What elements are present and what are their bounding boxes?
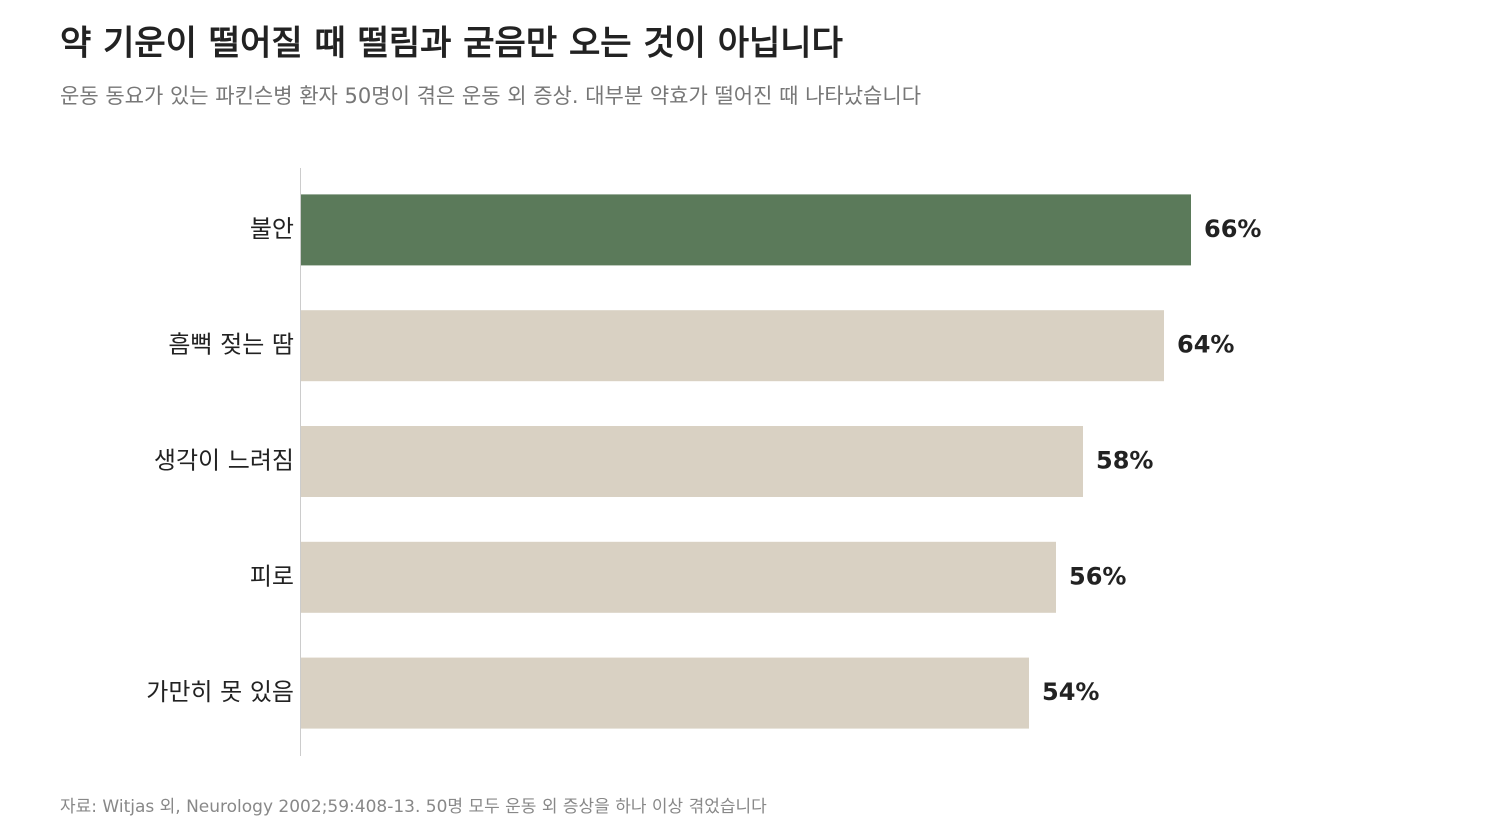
value-label: 66% [1204, 215, 1261, 243]
value-label: 54% [1042, 678, 1099, 706]
bar [301, 310, 1164, 382]
category-label: 피로 [250, 562, 294, 590]
category-label: 가만히 못 있음 [146, 678, 294, 706]
value-label: 56% [1069, 562, 1126, 590]
value-label: 64% [1177, 331, 1234, 359]
bar [301, 657, 1029, 729]
chart-subtitle: 운동 동요가 있는 파킨슨병 환자 50명이 겪은 운동 외 증상. 대부분 약… [60, 84, 921, 108]
bar [301, 426, 1083, 497]
category-label: 불안 [250, 215, 294, 243]
chart-title: 약 기운이 떨어질 때 떨림과 굳음만 오는 것이 아닙니다 [60, 24, 843, 64]
category-label: 흠뻑 젖는 땀 [168, 331, 294, 359]
source-note: 자료: Witjas 외, Neurology 2002;59:408-13. … [60, 797, 767, 817]
category-label: 생각이 느려짐 [154, 447, 294, 475]
bar [301, 541, 1056, 613]
value-label: 58% [1096, 447, 1153, 475]
bar [301, 194, 1191, 266]
